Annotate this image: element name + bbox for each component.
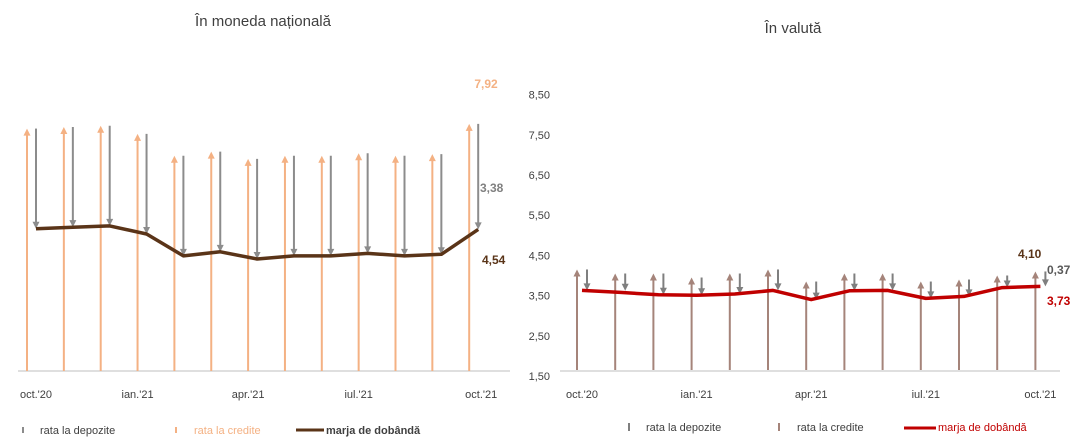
credit-rate-arrow xyxy=(244,158,252,371)
deposit-rate-arrow xyxy=(32,128,40,229)
deposit-rate-arrow xyxy=(812,281,820,300)
credit-rate-arrow xyxy=(993,275,1001,370)
credit-rate-arrow xyxy=(428,154,436,371)
deposit-rate-arrow xyxy=(889,273,897,291)
credit-rate-arrow xyxy=(60,127,68,371)
deposit-rate-arrow xyxy=(583,269,591,291)
credit-rate-arrow xyxy=(726,273,734,370)
deposit-rate-arrow xyxy=(774,269,782,291)
credit-rate-arrow xyxy=(611,273,619,370)
margin-line xyxy=(581,284,1041,302)
credit-rate-arrow xyxy=(318,155,326,371)
deposit-rate-arrow xyxy=(927,281,935,299)
legend-label-credit: rata la credite xyxy=(797,422,864,434)
credit-rate-arrow xyxy=(23,128,31,371)
credit-rate-arrow xyxy=(207,151,215,371)
legend-item-margin: marja de dobândă xyxy=(904,422,1028,434)
chart-foreign-currency: În valută 1,50 2,50 3,50 4,50 5,50 6,50 7,50 8,… xyxy=(529,20,1071,434)
legend: rata la depozite rata la credite marja d… xyxy=(628,422,1028,434)
y-tick-label: 8,50 xyxy=(529,90,550,102)
y-tick-label: 7,50 xyxy=(529,130,550,142)
deposit-rate-arrow xyxy=(401,155,408,256)
deposit-rate-arrow xyxy=(1041,271,1049,287)
credit-rate-arrow xyxy=(879,273,887,370)
deposit-rate-arrow xyxy=(621,273,629,291)
deposit-rate-arrow xyxy=(216,151,224,252)
y-tick-label: 5,50 xyxy=(529,210,550,222)
legend-item-credit: rata la credite xyxy=(778,422,864,434)
deposit-rate-arrow xyxy=(659,273,667,295)
legend-item-credit: rata la credite xyxy=(175,425,261,437)
legend-label-margin: marja de dobândă xyxy=(938,422,1028,434)
x-tick-label: apr.'21 xyxy=(232,389,265,401)
deposit-rate-arrow xyxy=(437,154,445,255)
x-tick-label: oct.'20 xyxy=(20,389,52,401)
credit-rate-arrow xyxy=(281,155,289,371)
deposit-rate-arrow xyxy=(474,123,482,230)
deposit-rate-arrow xyxy=(850,273,858,291)
deposit-rate-arrow xyxy=(1003,275,1011,288)
deposit-rate-arrow xyxy=(736,273,744,294)
credit-rate-arrow xyxy=(764,269,772,370)
legend-item-deposit: rata la depozite xyxy=(628,422,721,434)
credit-rate-arrow xyxy=(134,133,142,371)
credit-rate-arrow xyxy=(840,273,848,370)
x-tick-label: ian.'21 xyxy=(681,389,713,401)
credit-rate-arrow xyxy=(802,281,810,370)
y-tick-label: 2,50 xyxy=(529,331,550,343)
credit-rate-arrow xyxy=(392,155,399,371)
legend: rata la depozite rata la credite marja d… xyxy=(22,425,421,437)
legend-item-deposit: rata la depozite xyxy=(22,425,115,437)
deposit-rate-arrow xyxy=(364,153,372,254)
credit-rate-arrow xyxy=(170,155,178,371)
credit-rate-arrow xyxy=(355,153,363,371)
deposit-rate-arrow xyxy=(327,155,335,256)
deposit-rate-arrow xyxy=(143,133,151,235)
margin-last-label: 4,54 xyxy=(482,253,506,267)
x-tick-label: iul.'21 xyxy=(344,389,372,401)
deposit-rate-arrow xyxy=(106,125,114,226)
deposit-rate-arrow xyxy=(69,127,77,228)
x-tick-label: apr.'21 xyxy=(795,389,828,401)
credit-last-label: 7,92 xyxy=(474,77,498,91)
x-tick-label: oct.'21 xyxy=(1024,389,1056,401)
legend-label-credit: rata la credite xyxy=(194,425,261,437)
y-tick-label: 4,50 xyxy=(529,250,550,262)
deposit-rate-arrow xyxy=(290,155,298,256)
deposit-last-label: 0,37 xyxy=(1047,263,1071,277)
chart-title: În moneda națională xyxy=(194,13,332,30)
y-tick-label: 3,50 xyxy=(529,291,550,303)
legend-label-deposit: rata la depozite xyxy=(40,425,115,437)
margin-line xyxy=(35,224,480,261)
y-tick-label: 6,50 xyxy=(529,170,550,182)
deposit-last-label: 3,38 xyxy=(480,181,504,195)
credit-rate-arrow xyxy=(649,273,657,370)
credit-rate-arrow xyxy=(1031,271,1039,370)
x-tick-label: iul.'21 xyxy=(912,389,940,401)
credit-rate-arrow xyxy=(465,123,473,371)
deposit-rate-arrow xyxy=(179,155,187,256)
credit-rate-arrow xyxy=(917,281,925,370)
deposit-rate-arrow xyxy=(965,279,973,297)
credit-last-label: 4,10 xyxy=(1018,247,1042,261)
credit-rate-arrow xyxy=(97,125,105,371)
y-tick-label: 1,50 xyxy=(529,371,550,383)
x-tick-label: ian.'21 xyxy=(122,389,154,401)
deposit-rate-arrow xyxy=(253,158,261,259)
credit-rate-arrow xyxy=(955,279,963,370)
x-tick-label: oct.'21 xyxy=(465,389,497,401)
credit-rate-arrow xyxy=(573,269,581,370)
credit-rate-arrow xyxy=(688,277,696,370)
x-tick-label: oct.'20 xyxy=(566,389,598,401)
deposit-rate-arrow xyxy=(698,277,706,296)
chart-national-currency: În moneda națională oct.'20 ian.'21 apr.'2… xyxy=(18,13,510,437)
legend-label-margin: marja de dobândă xyxy=(326,425,421,437)
legend-label-deposit: rata la depozite xyxy=(646,422,721,434)
margin-last-label: 3,73 xyxy=(1047,294,1071,308)
legend-item-margin: marja de dobândă xyxy=(296,425,421,437)
chart-title: În valută xyxy=(764,20,822,37)
